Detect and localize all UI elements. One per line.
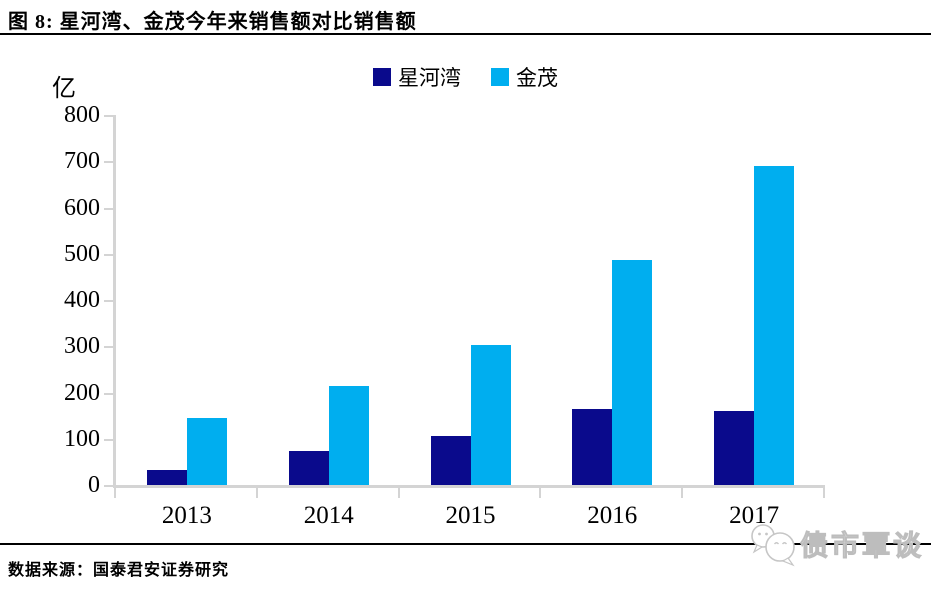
footer-divider — [0, 543, 931, 545]
y-axis-tick — [104, 253, 113, 256]
x-axis-label: 2015 — [445, 502, 496, 529]
legend-label-xinghewan: 星河湾 — [398, 66, 461, 90]
bar-series1-2013 — [186, 418, 227, 485]
y-axis-label: 500 — [64, 240, 100, 267]
x-axis-tick — [397, 485, 400, 498]
y-axis-label: 0 — [88, 472, 100, 498]
y-axis-tick — [104, 346, 113, 349]
bar-series0-2016 — [572, 409, 613, 485]
legend-item-xinghewan: 星河湾 — [373, 62, 461, 92]
watermark: 债市覃谈 — [748, 516, 931, 572]
bar-series1-2016 — [612, 260, 653, 485]
bar-series0-2013 — [146, 470, 187, 485]
y-axis-label: 100 — [64, 425, 100, 452]
y-axis-tick — [104, 207, 113, 210]
x-axis-tick — [114, 485, 116, 498]
bar-series1-2017 — [754, 166, 795, 485]
legend-item-jinmao: 金茂 — [491, 62, 558, 92]
x-axis-tick — [823, 485, 825, 498]
watermark-text: 债市覃谈 — [799, 531, 925, 563]
bar-series0-2015 — [430, 436, 471, 485]
y-axis-tick — [104, 300, 113, 302]
legend-label-jinmao: 金茂 — [516, 66, 558, 90]
chat-bubbles-logo-icon — [751, 524, 795, 567]
x-axis-line — [113, 485, 825, 488]
x-axis-tick — [539, 485, 542, 498]
source-note: 数据来源：国泰君安证券研究 — [8, 562, 230, 579]
y-axis-label: 700 — [64, 148, 100, 175]
legend-swatch-xinghewan — [373, 68, 391, 86]
y-axis-tick — [104, 115, 113, 117]
x-axis-label: 2014 — [303, 502, 354, 529]
x-axis-tick — [255, 485, 258, 498]
x-axis-label: 2016 — [587, 502, 638, 529]
y-axis-label: 600 — [64, 194, 100, 221]
bar-series1-2014 — [328, 386, 369, 485]
legend-swatch-jinmao — [491, 68, 509, 86]
y-axis-tick — [104, 485, 113, 487]
chart-legend: 星河湾 金茂 — [0, 62, 931, 92]
y-axis-tick — [104, 392, 113, 395]
y-axis-label: 400 — [64, 287, 100, 313]
y-axis-tick — [104, 438, 113, 441]
y-axis-label: 200 — [64, 379, 100, 406]
y-axis-label: 300 — [64, 333, 100, 360]
bar-series0-2017 — [714, 411, 755, 485]
chart-title: 图 8: 星河湾、金茂今年来销售额对比销售额 — [8, 11, 417, 33]
y-axis-unit-label: 亿 — [52, 76, 76, 102]
x-axis-label: 2013 — [161, 502, 212, 529]
x-axis-tick — [681, 485, 684, 498]
y-axis-tick — [104, 161, 113, 164]
y-axis-label: 800 — [64, 102, 100, 128]
bar-series0-2014 — [288, 451, 329, 485]
title-divider — [0, 33, 931, 35]
y-axis-line — [113, 115, 116, 488]
bar-series1-2015 — [470, 345, 511, 485]
x-axis-label: 2017 — [729, 502, 780, 529]
